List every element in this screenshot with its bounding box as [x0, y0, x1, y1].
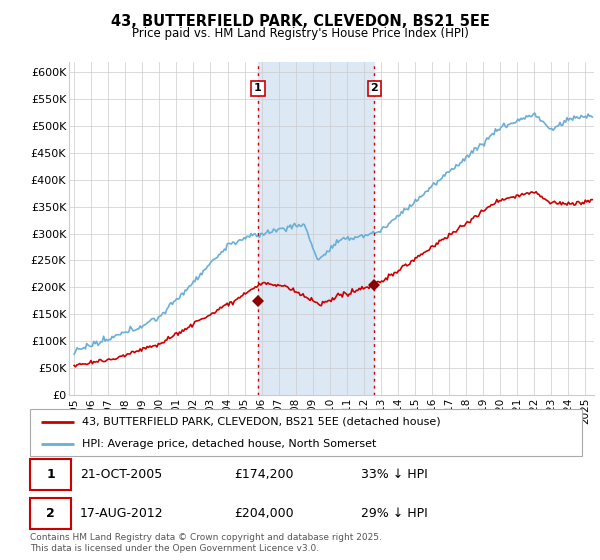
Text: £204,000: £204,000 [234, 507, 294, 520]
Bar [258, 62, 374, 395]
Text: 2: 2 [371, 83, 379, 94]
Text: 29% ↓ HPI: 29% ↓ HPI [361, 507, 428, 520]
Text: 1: 1 [254, 83, 262, 94]
Text: 43, BUTTERFIELD PARK, CLEVEDON, BS21 5EE: 43, BUTTERFIELD PARK, CLEVEDON, BS21 5EE [110, 14, 490, 29]
Text: Price paid vs. HM Land Registry's House Price Index (HPI): Price paid vs. HM Land Registry's House … [131, 27, 469, 40]
FancyBboxPatch shape [30, 459, 71, 490]
FancyBboxPatch shape [30, 498, 71, 529]
Text: 1: 1 [46, 468, 55, 481]
Text: 2: 2 [46, 507, 55, 520]
Text: HPI: Average price, detached house, North Somerset: HPI: Average price, detached house, Nort… [82, 438, 377, 449]
Text: Contains HM Land Registry data © Crown copyright and database right 2025.
This d: Contains HM Land Registry data © Crown c… [30, 533, 382, 553]
Text: 21-OCT-2005: 21-OCT-2005 [80, 468, 162, 481]
Text: 33% ↓ HPI: 33% ↓ HPI [361, 468, 428, 481]
Text: 17-AUG-2012: 17-AUG-2012 [80, 507, 163, 520]
Text: 43, BUTTERFIELD PARK, CLEVEDON, BS21 5EE (detached house): 43, BUTTERFIELD PARK, CLEVEDON, BS21 5EE… [82, 417, 441, 427]
Text: £174,200: £174,200 [234, 468, 294, 481]
